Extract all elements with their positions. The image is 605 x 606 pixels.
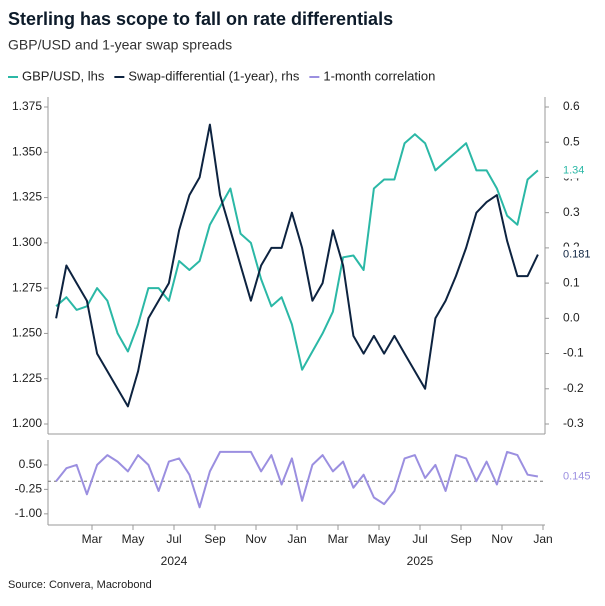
x-tick-label: May — [368, 532, 391, 546]
legend-label: GBP/USD, lhs — [22, 68, 105, 83]
series-line — [55, 123, 539, 408]
x-tick-label: Jul — [166, 532, 181, 546]
y2-tick-label: 0.6 — [563, 99, 580, 113]
y2-tick-label: 0.1 — [563, 275, 580, 289]
y-tick-label: 1.300 — [12, 235, 42, 249]
lower-y-tick-label: -1.00 — [15, 506, 43, 520]
x-tick-label: Mar — [82, 532, 103, 546]
source: Source: Convera, Macrobond — [8, 579, 152, 591]
label-background — [557, 246, 601, 263]
y-tick-label: 1.350 — [12, 144, 42, 158]
x-tick-label: Nov — [245, 532, 266, 546]
series-line — [55, 450, 539, 509]
last-value-label: 0.145 — [563, 470, 591, 482]
lower-y-tick-label: 0.50 — [19, 457, 43, 471]
legend-label: Swap-differential (1-year), rhs — [128, 68, 299, 83]
year-label: 2024 — [161, 554, 188, 568]
chart-subtitle: GBP/USD and 1-year swap spreads — [8, 37, 232, 53]
last-value-label: 0.181 — [563, 248, 591, 260]
y-tick-label: 1.250 — [12, 326, 42, 340]
label-background — [557, 468, 601, 485]
legend-label: 1-month correlation — [323, 68, 435, 83]
chart-title: Sterling has scope to fall on rate diffe… — [8, 9, 393, 29]
x-tick-label: Mar — [328, 532, 349, 546]
x-tick-label: Jan — [287, 532, 306, 546]
x-tick-label: Sep — [204, 532, 226, 546]
y-tick-label: 1.375 — [12, 99, 42, 113]
series-line — [55, 133, 539, 371]
y-tick-label: 1.200 — [12, 416, 42, 430]
y-tick-label: 1.225 — [12, 371, 42, 385]
y2-tick-label: 0.3 — [563, 205, 580, 219]
lower-y-tick-label: -0.25 — [15, 482, 43, 496]
y2-tick-label: -0.2 — [563, 381, 584, 395]
label-background — [557, 162, 601, 179]
x-tick-label: Jul — [412, 532, 427, 546]
x-tick-label: Nov — [491, 532, 512, 546]
last-value-label: 1.34 — [563, 164, 584, 176]
x-tick-label: Jan — [533, 532, 552, 546]
y-tick-label: 1.325 — [12, 190, 42, 204]
y2-tick-label: 0.0 — [563, 311, 580, 325]
x-tick-label: May — [122, 532, 145, 546]
y2-tick-label: -0.3 — [563, 416, 584, 430]
year-label: 2025 — [407, 554, 434, 568]
y2-tick-label: -0.1 — [563, 346, 584, 360]
y2-tick-label: 0.5 — [563, 134, 580, 148]
x-tick-label: Sep — [450, 532, 472, 546]
y-tick-label: 1.275 — [12, 280, 42, 294]
